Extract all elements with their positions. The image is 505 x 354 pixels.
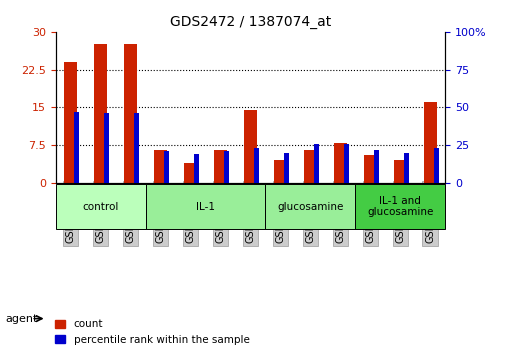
Bar: [124, 45, 137, 183]
Bar: [64, 62, 77, 183]
FancyBboxPatch shape: [355, 184, 444, 229]
FancyBboxPatch shape: [56, 184, 145, 229]
Bar: [74, 112, 79, 183]
Text: IL-1: IL-1: [195, 201, 215, 211]
Bar: [313, 144, 319, 183]
FancyBboxPatch shape: [265, 184, 355, 229]
Bar: [193, 154, 199, 183]
Bar: [164, 151, 169, 183]
Bar: [433, 148, 438, 183]
Bar: [423, 102, 436, 183]
Text: IL-1 and
glucosamine: IL-1 and glucosamine: [367, 196, 433, 217]
Bar: [213, 150, 227, 183]
Bar: [283, 153, 289, 183]
Bar: [273, 160, 287, 183]
Title: GDS2472 / 1387074_at: GDS2472 / 1387074_at: [170, 16, 330, 29]
Bar: [303, 150, 317, 183]
Bar: [223, 151, 229, 183]
Bar: [343, 144, 348, 183]
Bar: [403, 153, 408, 183]
Bar: [333, 143, 346, 183]
Text: glucosamine: glucosamine: [277, 201, 343, 211]
Bar: [373, 150, 378, 183]
Bar: [104, 113, 109, 183]
Bar: [363, 155, 376, 183]
Legend: count, percentile rank within the sample: count, percentile rank within the sample: [50, 315, 253, 349]
Bar: [154, 150, 167, 183]
Bar: [243, 110, 257, 183]
Bar: [134, 113, 139, 183]
Bar: [254, 148, 259, 183]
Text: control: control: [82, 201, 119, 211]
FancyBboxPatch shape: [145, 184, 265, 229]
Bar: [94, 45, 107, 183]
Bar: [183, 163, 197, 183]
Bar: [393, 160, 406, 183]
Text: agent: agent: [5, 314, 37, 324]
